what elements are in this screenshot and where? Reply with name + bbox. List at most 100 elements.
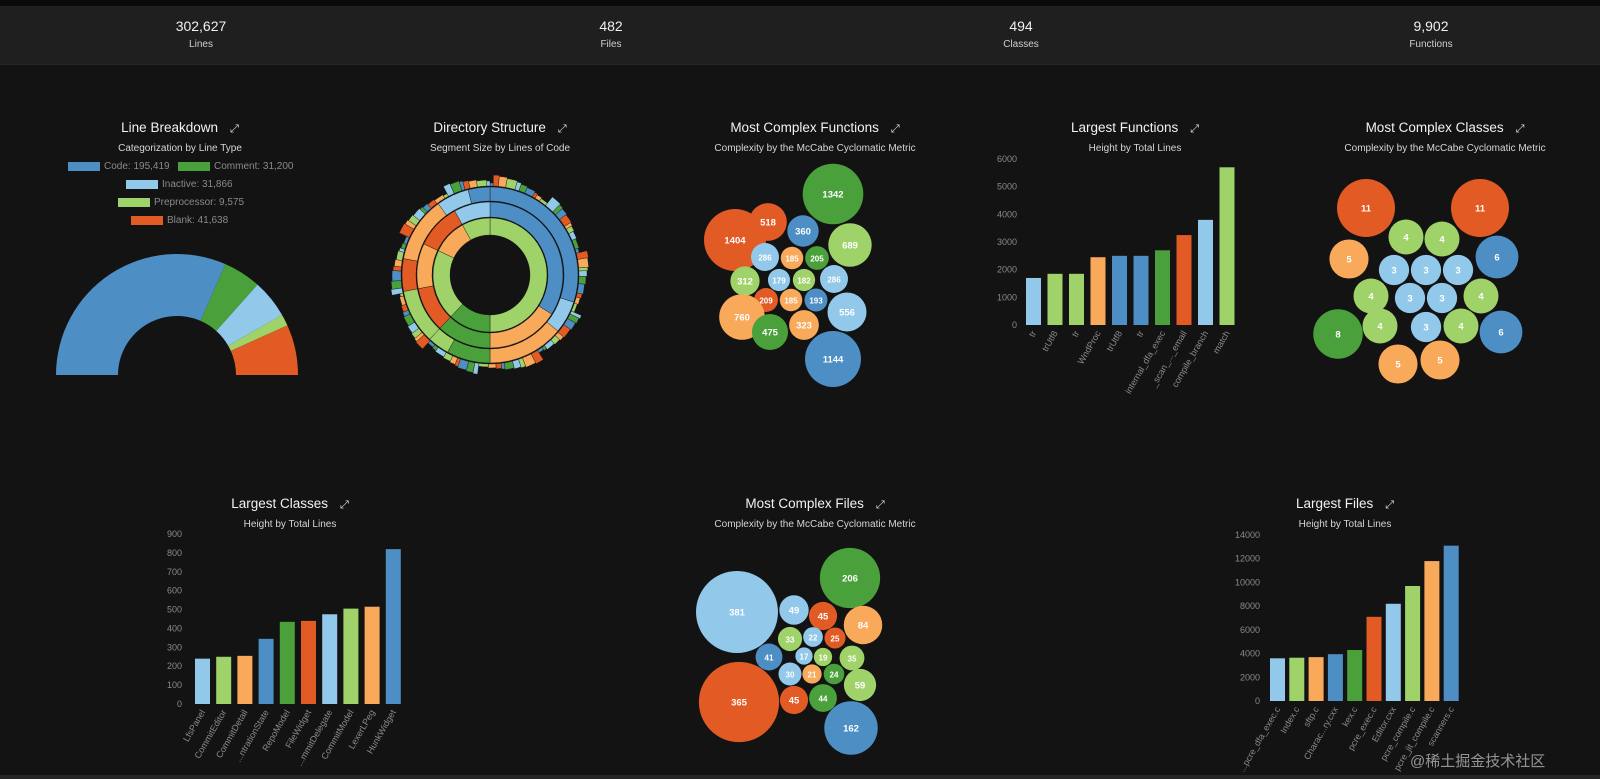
largest-functions-subtitle: Height by Total Lines [1088, 143, 1182, 154]
legend-label-comment: Comment: 31,200 [214, 161, 294, 172]
bubble-label-4: 4 [1439, 235, 1445, 246]
bubble-5 [1329, 239, 1369, 279]
bubble-label-6: 286 [758, 254, 772, 263]
y-tick-label-6: 5000 [997, 182, 1017, 192]
bubble-label-20: 1144 [823, 355, 844, 366]
bubble-11 [792, 268, 816, 292]
sunburst-leaf-segment-89 [486, 180, 491, 187]
bubble-6 [751, 243, 779, 271]
y-tick-label-2: 1000 [997, 292, 1017, 302]
sunburst-level2-segment-7 [454, 201, 491, 225]
sunburst-level1-segment-1 [489, 217, 548, 333]
bubble-12 [1426, 282, 1458, 314]
stat-files-value: 482 [599, 18, 623, 34]
watermark: @稀土掘金技术社区 [1410, 753, 1546, 770]
bubble-label-2: 518 [760, 218, 776, 229]
complex-classes-panel: Most Complex Classes ⤢ Complexity by the … [1310, 112, 1580, 402]
expand-icon[interactable]: ⤢ [875, 499, 885, 511]
sunburst-level1-segment-5 [462, 217, 491, 241]
bubble-9 [1475, 235, 1519, 279]
y-tick-label-9: 800 [167, 548, 182, 558]
complex-functions-title: Most Complex Functions [730, 120, 879, 135]
bubble-label-4: 206 [842, 574, 858, 585]
bubble-label-19: 475 [762, 328, 779, 339]
bubble-label-5: 5 [1346, 255, 1352, 266]
bar-9 [1424, 561, 1440, 701]
bubble-2 [749, 203, 787, 241]
bubble-5 [843, 605, 883, 645]
complex-files-panel: Most Complex Files ⤢ Complexity by the Mc… [680, 488, 950, 775]
legend-label-blank: Blank: 41,638 [167, 215, 229, 226]
bar-2 [1047, 273, 1063, 325]
pie-slice-preprocessor [228, 314, 288, 351]
directory-structure-title-row: Directory Structure ⤢ [380, 120, 620, 136]
bubble-19 [751, 313, 789, 351]
stat-lines: 302,627 Lines [101, 18, 301, 50]
bubble-20 [805, 331, 861, 387]
bubble-label-6: 3 [1391, 266, 1396, 277]
summary-stats-bar: 302,627 Lines 482 Files 494 Classes 9,90… [0, 6, 1600, 65]
bubble-label-7: 22 [809, 634, 818, 643]
bubble-label-14: 8 [1335, 330, 1340, 341]
stat-classes-label: Classes [1003, 39, 1039, 50]
complex-files-title-row: Most Complex Files ⤢ [680, 496, 950, 512]
complex-classes-bubble-chart: 11 11 4 4 5 3 3 3 6 4 3 3 4 8 4 3 4 6 5 5 [1313, 179, 1523, 384]
legend-label-preprocessor: Preprocessor: 9,575 [154, 197, 245, 208]
legend-item-inactive[interactable]: Inactive: 31,866 [126, 179, 233, 190]
bubble-label-4: 1342 [822, 190, 843, 201]
bar-7 [322, 614, 338, 704]
bubble-19 [1378, 344, 1418, 384]
y-tick-label-4: 6000 [1240, 625, 1260, 635]
legend-item-preprocessor[interactable]: Preprocessor: 9,575 [118, 197, 244, 208]
bar-4 [258, 638, 274, 704]
expand-icon[interactable]: ⤢ [1385, 499, 1395, 511]
sunburst-leaf-segment-67 [391, 270, 402, 282]
y-tick-label-7: 6000 [997, 154, 1017, 164]
bar-8 [1176, 235, 1192, 325]
expand-icon[interactable]: ⤢ [230, 123, 239, 135]
bubble-8 [805, 246, 829, 270]
legend-item-comment[interactable]: Comment: 31,200 [178, 161, 294, 172]
bubble-4 [1424, 221, 1460, 257]
sunburst-leaf-segment-25 [576, 283, 585, 295]
sunburst-leaf-segment-87 [468, 179, 478, 189]
y-tick-label-5: 400 [167, 623, 182, 633]
x-tick-label-3: tr [1070, 329, 1081, 339]
bubble-18 [1479, 310, 1523, 354]
bar-2 [216, 656, 232, 704]
sunburst-leaf-segment-66 [390, 280, 403, 290]
expand-icon[interactable]: ⤢ [339, 499, 349, 511]
complex-functions-panel: Most Complex Functions ⤢ Complexity by th… [680, 112, 950, 402]
legend-item-code[interactable]: Code: 195,419 [68, 161, 170, 172]
sunburst-level3-segment-10 [467, 186, 491, 204]
y-tick-label-4: 3000 [997, 237, 1017, 247]
bubble-4 [819, 547, 881, 609]
bubble-20 [1420, 340, 1460, 380]
pie-slice-comment [200, 264, 258, 331]
bar-2 [1289, 657, 1305, 701]
bar-10 [385, 549, 401, 704]
bubble-label-17: 760 [734, 313, 750, 324]
bubble-label-1: 1404 [724, 236, 746, 247]
bubble-label-13: 209 [759, 297, 773, 306]
expand-icon[interactable]: ⤢ [1515, 123, 1525, 135]
sunburst-leaf-segment-42 [503, 360, 515, 371]
expand-icon[interactable]: ⤢ [1190, 123, 1200, 135]
bar-6 [1366, 616, 1382, 701]
bar-9 [1198, 219, 1213, 325]
bubble-15 [823, 663, 845, 685]
bubble-20 [824, 701, 878, 755]
bar-9 [364, 606, 380, 704]
complex-classes-subtitle: Complexity by the McCabe Cyclomatic Metr… [1344, 143, 1546, 154]
legend-item-blank[interactable]: Blank: 41,638 [131, 215, 228, 226]
bar-1 [1270, 658, 1285, 701]
y-tick-label-5: 8000 [1240, 601, 1260, 611]
expand-icon[interactable]: ⤢ [890, 123, 900, 135]
bubble-label-18: 45 [789, 696, 800, 707]
bubble-label-1: 381 [729, 608, 746, 619]
largest-files-title-row: Largest Files ⤢ [1200, 496, 1490, 512]
bubble-label-20: 162 [843, 724, 859, 735]
bar-5 [1347, 650, 1363, 701]
expand-icon[interactable]: ⤢ [557, 123, 567, 135]
bubble-label-14: 21 [808, 671, 817, 680]
